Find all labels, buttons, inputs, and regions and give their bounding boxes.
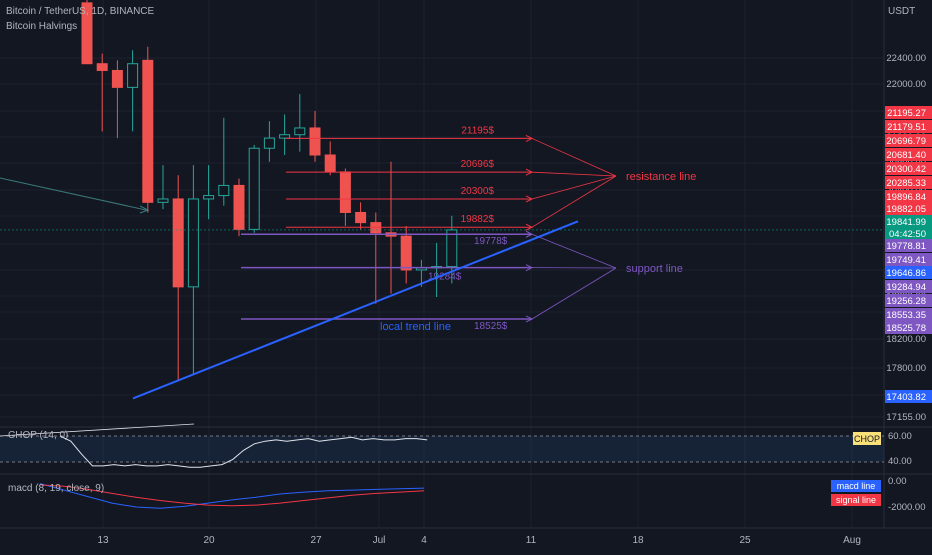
x-axis-tick: 4	[421, 535, 427, 546]
price-tag-label: 19778.81	[886, 241, 926, 252]
x-axis-tick: Jul	[373, 535, 386, 546]
y-axis-tick: 22400.00	[886, 53, 926, 64]
candle-body	[401, 236, 411, 270]
candle-body	[234, 185, 244, 229]
price-tag-label: 20696.79	[886, 136, 926, 147]
resistance-level-label: 20300$	[461, 186, 495, 197]
candle-body	[219, 185, 229, 195]
price-tag-label: 17403.82	[886, 392, 926, 403]
price-tag-label: 19646.86	[886, 268, 926, 279]
trend-annotation: local trend line	[380, 321, 451, 333]
support-level-label: 18525$	[474, 321, 508, 332]
chop-tick: 60.00	[888, 431, 912, 442]
chop-tick: 40.00	[888, 456, 912, 467]
x-axis-tick: 18	[632, 535, 644, 546]
price-tag-label: 20285.33	[886, 178, 926, 189]
currency-label: USDT	[888, 6, 915, 17]
chop-label: CHOP (14, 0)	[8, 430, 68, 441]
symbol-title: Bitcoin / TetherUS, 1D, BINANCE	[6, 6, 154, 17]
candle-body	[97, 64, 107, 71]
support-annotation: support line	[626, 263, 683, 275]
price-tag-label: 21179.51	[887, 122, 926, 133]
x-axis-tick: 27	[310, 535, 322, 546]
macd-tick: 0.00	[888, 476, 907, 487]
candle-body	[188, 199, 198, 287]
candle-body	[143, 60, 153, 202]
candle-body	[280, 135, 290, 138]
x-axis-tick: Aug	[843, 535, 861, 546]
candle-body	[310, 128, 320, 155]
price-tag-label: 04:42:50	[889, 229, 926, 240]
macd-tick: -2000.00	[888, 502, 926, 513]
candle-body	[128, 64, 138, 88]
candle-body	[356, 212, 366, 222]
macd-label: macd (8, 19, close, 9)	[8, 483, 104, 494]
x-axis-tick: 11	[526, 535, 537, 546]
candle-body	[264, 138, 274, 148]
candle-body	[295, 128, 305, 135]
candle-body	[173, 199, 183, 287]
candle-body	[204, 196, 214, 199]
price-tag-label: 19284.94	[886, 282, 926, 293]
price-tag-label: 18525.78	[886, 323, 926, 334]
candle-body	[340, 172, 350, 213]
y-axis-tick: 18200.00	[886, 334, 926, 345]
resistance-level-label: 20696$	[461, 159, 495, 170]
indicator-title: Bitcoin Halvings	[6, 21, 77, 32]
candle-body	[158, 199, 168, 202]
candle-body	[112, 70, 122, 87]
chop-badge: CHOP	[854, 434, 880, 444]
chop-band	[0, 436, 884, 462]
x-axis-tick: 13	[97, 535, 109, 546]
candle-body	[249, 148, 259, 229]
candle-body	[447, 230, 457, 267]
price-tag-label: 19896.84	[886, 192, 926, 203]
y-axis-tick: 22000.00	[886, 79, 926, 90]
resistance-level-label: 19882$	[461, 214, 495, 225]
price-tag-label: 19841.99	[886, 217, 926, 228]
price-tag-label: 20300.42	[886, 164, 926, 175]
signal-legend-label: signal line	[836, 495, 876, 505]
price-tag-label: 20681.40	[886, 150, 926, 161]
price-tag-label: 19882.05	[886, 204, 926, 215]
price-tag-label: 21195.27	[887, 108, 926, 119]
resistance-level-label: 21195$	[461, 125, 494, 136]
support-level-label: 19778$	[474, 236, 508, 247]
x-axis-tick: 20	[203, 535, 215, 546]
candle-body	[325, 155, 335, 172]
price-tag-label: 18553.35	[886, 310, 926, 321]
y-axis-tick: 17800.00	[886, 363, 926, 374]
price-tag-label: 19749.41	[886, 255, 926, 266]
x-axis-tick: 25	[739, 535, 751, 546]
macd-legend-label: macd line	[837, 481, 876, 491]
price-tag-label: 19256.28	[886, 296, 926, 307]
y-axis-tick: 17155.00	[886, 412, 926, 423]
resistance-annotation: resistance line	[626, 171, 696, 183]
